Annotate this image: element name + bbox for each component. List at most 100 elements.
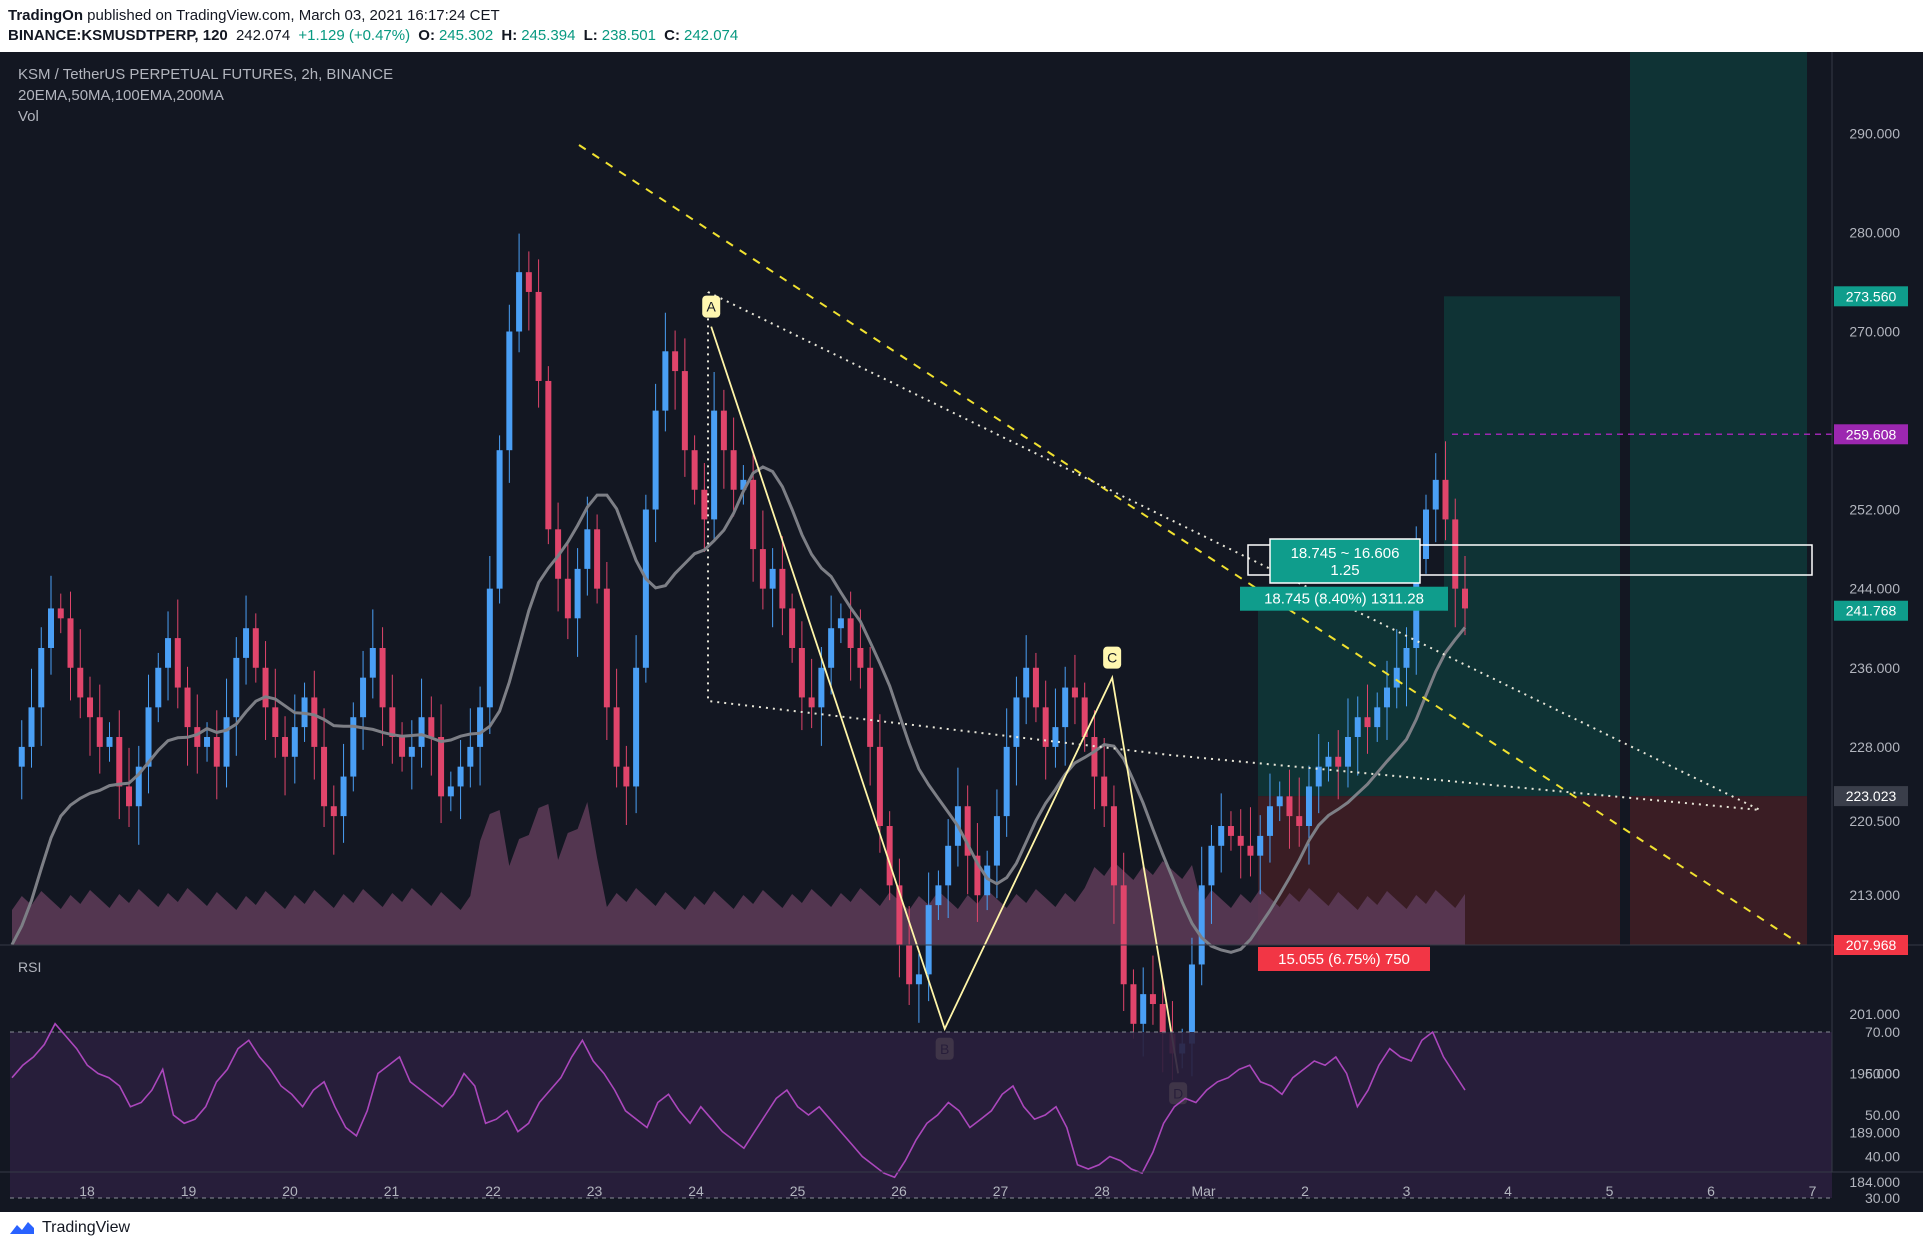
candle-body: [1257, 835, 1264, 856]
candle-body: [915, 974, 922, 985]
candle-body: [321, 746, 328, 807]
candle-body: [730, 450, 737, 490]
candle-body: [1071, 687, 1078, 698]
candle-body: [1052, 727, 1059, 747]
price-label: 223.023: [1846, 788, 1897, 804]
candle-body: [847, 618, 854, 648]
ohlc-line: BINANCE:KSMUSDTPERP, 120 242.074 +1.129 …: [8, 26, 742, 46]
candle-body: [1286, 796, 1293, 817]
time-tick-label: 18: [79, 1183, 95, 1199]
candle-body: [691, 450, 698, 490]
price-label-box: [1834, 786, 1908, 807]
rsi-tick-label: 70.00: [1865, 1024, 1900, 1040]
candle-body: [1062, 687, 1069, 728]
wedge-lines: [707, 291, 1761, 811]
candle-body: [720, 410, 727, 451]
profit-label-box: [1240, 586, 1448, 611]
candle-body: [886, 826, 893, 886]
candle-body: [574, 568, 581, 619]
candle-body: [808, 697, 815, 708]
candle-body: [1227, 826, 1234, 836]
candle-body: [1403, 647, 1410, 668]
candle-body: [223, 717, 230, 767]
volume-area: [12, 802, 1465, 945]
time-tick-label: 7: [1809, 1183, 1817, 1199]
publisher-name[interactable]: TradingOn: [8, 7, 83, 24]
candle-body: [457, 766, 464, 787]
pattern-point-a-box: [702, 295, 721, 318]
candle-body: [789, 608, 796, 648]
legend-vol: Vol: [18, 108, 39, 125]
price-tick-label: 236.000: [1849, 660, 1900, 676]
candle-body: [96, 717, 103, 747]
rsi-line: [11, 1022, 1466, 1179]
price-label: 273.560: [1846, 288, 1897, 304]
price-label-box: [1834, 600, 1908, 621]
target-zone: [1630, 52, 1807, 797]
candle-body: [633, 667, 640, 787]
time-tick-label: 26: [891, 1183, 907, 1199]
candle-body: [594, 529, 601, 589]
time-tick-label: 23: [587, 1183, 603, 1199]
candle-body: [262, 667, 269, 708]
candle-body: [1315, 766, 1322, 787]
candle-body: [1354, 717, 1361, 737]
low-value: 238.501: [601, 27, 656, 44]
pattern-point-a: A: [707, 299, 717, 315]
price-tick-label: 201.000: [1849, 1006, 1900, 1022]
candle-body: [399, 737, 406, 757]
price-tick-label: 195.000: [1849, 1065, 1900, 1081]
stop-zone: [1630, 796, 1807, 946]
candle-body: [584, 529, 591, 569]
candle-body: [1198, 885, 1205, 965]
candle-body: [28, 707, 35, 747]
candle-body: [974, 855, 981, 896]
price-label-box: [1834, 935, 1908, 956]
footer-brand[interactable]: TradingView: [42, 1219, 131, 1236]
candle-body: [282, 737, 289, 757]
stop-zone: [1444, 796, 1620, 946]
price-label-box: [1834, 286, 1908, 307]
candle-body: [672, 351, 679, 372]
loss-label: 15.055 (6.75%) 750: [1278, 951, 1410, 968]
candle-body: [1296, 816, 1303, 827]
candle-body: [993, 816, 1000, 866]
candle-body: [165, 638, 172, 668]
candle-body: [1149, 994, 1156, 1005]
candle-body: [389, 707, 396, 737]
target-zone: [1444, 296, 1620, 797]
candle-body: [759, 549, 766, 589]
legend-indicators: 20EMA,50MA,100EMA,200MA: [18, 87, 224, 104]
candle-body: [623, 766, 630, 787]
low-label: L:: [583, 27, 598, 44]
candle-body: [876, 746, 883, 827]
candle-body: [1218, 826, 1225, 846]
candle-body: [77, 667, 84, 698]
candle-body: [1247, 845, 1254, 856]
rsi-tick-label: 40.00: [1865, 1149, 1900, 1165]
candle-body: [18, 746, 25, 767]
candle-body: [204, 737, 211, 747]
candle-body: [1452, 519, 1459, 589]
candle-body: [642, 509, 649, 668]
candle-body: [477, 707, 484, 747]
candle-body: [145, 707, 152, 767]
candle-body: [1081, 697, 1088, 737]
candle-body: [711, 410, 718, 520]
candle-body: [945, 845, 952, 886]
ema-line: [10, 465, 1467, 954]
price-label-box: [1834, 424, 1908, 445]
candle-body: [818, 667, 825, 708]
candle-body: [1237, 835, 1244, 846]
last-price: 242.074: [235, 27, 291, 44]
candle-body: [194, 727, 201, 747]
price-label: 241.768: [1846, 603, 1897, 619]
price-tick-label: 228.000: [1849, 739, 1900, 755]
candle-body: [330, 806, 337, 817]
candle-body: [233, 657, 240, 718]
candle-body: [155, 667, 162, 708]
candle-body: [174, 638, 181, 688]
candle-body: [798, 647, 805, 698]
candle-body: [1276, 796, 1283, 807]
